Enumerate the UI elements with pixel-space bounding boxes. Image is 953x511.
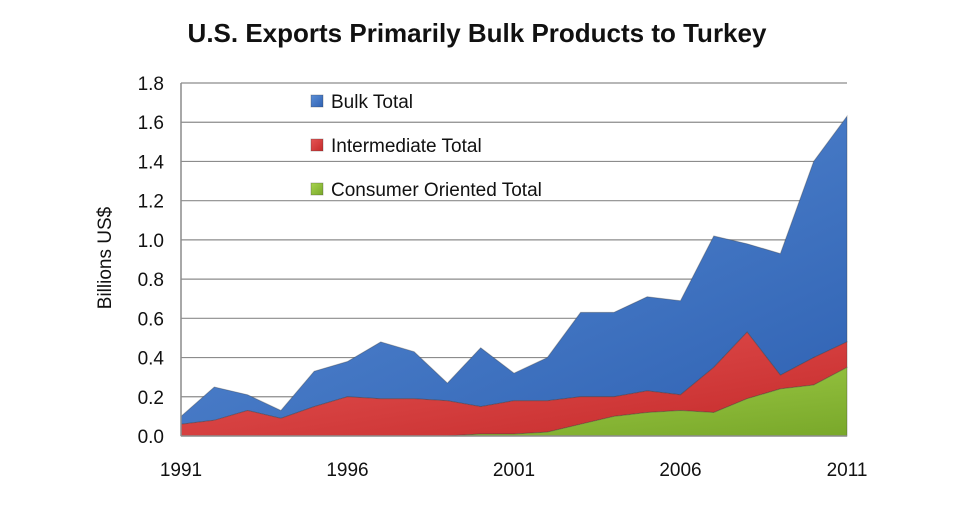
y-tick-label: 1.4 xyxy=(138,152,165,173)
gridlines xyxy=(181,82,847,398)
plot-areas xyxy=(180,114,848,437)
x-tick-label: 2011 xyxy=(827,460,868,481)
legend-swatch-consumer-oriented-total xyxy=(310,182,324,196)
y-tick-label: 1.0 xyxy=(138,231,164,252)
y-tick-labels: 0.0 0.2 0.4 0.6 0.8 1.0 1.2 1.4 1.6 1.8 xyxy=(138,74,165,448)
y-tick-label: 1.2 xyxy=(138,192,164,213)
legend-label-intermediate-total: Intermediate Total xyxy=(331,136,482,157)
legend-label-bulk-total: Bulk Total xyxy=(331,92,413,113)
y-tick-label: 0.2 xyxy=(138,388,164,409)
x-tick-label: 1996 xyxy=(326,460,368,481)
x-tick-label: 1991 xyxy=(160,460,202,481)
legend-swatch-intermediate-total xyxy=(310,138,324,152)
x-tick-labels: 1991 1996 2001 2006 2011 xyxy=(160,460,868,481)
y-tick-label: 1.8 xyxy=(138,74,164,95)
axes xyxy=(180,83,847,437)
x-tick-label: 2006 xyxy=(659,460,701,481)
y-tick-label: 0.4 xyxy=(138,349,165,370)
legend-swatch-bulk-total xyxy=(310,94,324,108)
y-tick-label: 0.0 xyxy=(138,427,164,448)
x-tick-label: 2001 xyxy=(493,460,535,481)
y-tick-label: 0.6 xyxy=(138,309,164,330)
chart-title: U.S. Exports Primarily Bulk Products to … xyxy=(188,18,767,48)
y-tick-label: 0.8 xyxy=(138,270,164,291)
legend-label-consumer-oriented-total: Consumer Oriented Total xyxy=(331,180,542,201)
y-axis-label: Billions US$ xyxy=(95,206,116,309)
y-tick-label: 1.6 xyxy=(138,113,164,134)
legend: Bulk Total Intermediate Total Consumer Ori… xyxy=(310,92,542,201)
